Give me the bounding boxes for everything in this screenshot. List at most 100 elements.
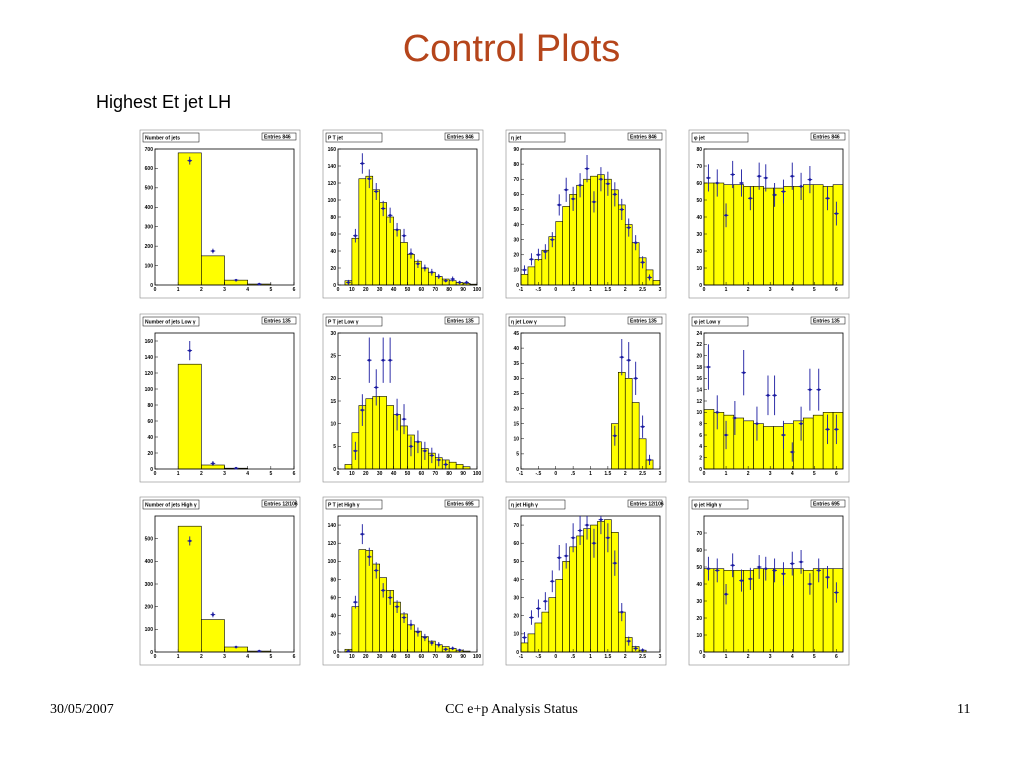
data-point: [256, 282, 262, 286]
y-tick-label: 100: [328, 559, 337, 565]
y-tick-label: 60: [696, 181, 702, 187]
y-tick-label: 15: [513, 421, 519, 427]
x-tick-label: 70: [433, 471, 439, 477]
histogram-bar: [723, 184, 735, 286]
data-point: [353, 228, 358, 243]
data-point: [834, 582, 839, 603]
x-tick-label: 5: [813, 654, 816, 660]
histogram-title: φ jet: [694, 136, 705, 142]
data-marker: [578, 183, 582, 187]
data-point: [825, 565, 830, 589]
data-point: [763, 556, 769, 581]
data-point: [563, 543, 569, 569]
histogram-bar: [344, 464, 353, 470]
y-tick-label: 40: [513, 577, 519, 583]
histogram-bar: [832, 568, 844, 653]
x-tick-label: 4: [791, 287, 794, 293]
y-tick-label: 100: [328, 198, 337, 204]
data-marker: [578, 529, 582, 532]
data-marker: [799, 560, 803, 564]
y-tick-label: 120: [145, 371, 154, 377]
y-tick-label: 140: [145, 355, 154, 361]
data-marker: [606, 182, 610, 186]
x-tick-label: 5: [269, 654, 272, 660]
data-marker: [724, 592, 728, 596]
data-marker: [564, 188, 568, 192]
x-tick-label: 0: [554, 287, 557, 293]
x-tick-label: -.5: [535, 654, 541, 660]
data-point: [789, 162, 795, 190]
y-tick-label: 0: [516, 650, 519, 656]
data-point: [529, 610, 534, 625]
data-marker: [641, 648, 644, 652]
data-marker: [416, 440, 420, 444]
stats-box: [444, 316, 480, 325]
histogram-bar: [520, 642, 529, 653]
stats-entries: Entries 846: [630, 134, 657, 140]
histogram-panel: P T jet Low γ Entries 135 0 5 10 15 20 25 30 0 10 2…: [322, 313, 484, 483]
data-point: [187, 536, 193, 546]
histogram-bar: [713, 568, 725, 653]
data-point: [732, 401, 738, 435]
data-marker: [234, 466, 238, 470]
data-marker: [361, 162, 364, 165]
x-tick-label: 5: [813, 287, 816, 293]
data-marker: [733, 416, 737, 420]
x-tick-label: 0: [337, 654, 340, 660]
x-tick-label: 1: [177, 287, 180, 293]
data-marker: [835, 212, 838, 215]
data-marker: [773, 193, 776, 197]
data-marker: [749, 577, 752, 581]
histogram-bar: [379, 396, 387, 470]
panel-frame: [139, 313, 301, 483]
histogram-title-box: [142, 499, 200, 510]
histogram-bar: [733, 184, 745, 286]
data-point: [522, 265, 527, 275]
data-point: [816, 368, 822, 411]
y-tick-label: 400: [145, 559, 154, 565]
x-tick-label: 6: [293, 471, 296, 477]
data-marker: [388, 214, 392, 217]
histogram-bar: [201, 619, 225, 653]
data-point: [714, 169, 720, 197]
data-marker: [423, 636, 427, 639]
y-tick-label: 0: [516, 467, 519, 473]
y-tick-label: 300: [145, 225, 154, 231]
data-point: [436, 642, 442, 648]
histogram-bar: [407, 254, 415, 286]
data-point: [210, 248, 216, 254]
data-point: [353, 595, 358, 609]
y-tick-label: 70: [513, 523, 519, 529]
histogram-bar: [358, 549, 367, 653]
histogram-bar: [562, 206, 570, 286]
data-marker: [749, 197, 752, 200]
y-tick-label: 160: [145, 339, 154, 345]
histogram-bar: [753, 186, 764, 286]
data-point: [626, 342, 632, 379]
x-tick-label: .5: [571, 471, 575, 477]
data-marker: [444, 279, 448, 283]
data-point: [748, 567, 753, 590]
data-point: [633, 361, 638, 395]
data-marker: [773, 394, 776, 397]
x-tick-label: 2: [200, 287, 203, 293]
data-marker: [388, 596, 392, 599]
x-tick-label: 1: [177, 471, 180, 477]
stats-box: [810, 316, 846, 325]
data-point: [714, 558, 720, 583]
histogram-bar: [733, 570, 745, 653]
data-point: [763, 164, 769, 192]
data-point: [807, 573, 813, 595]
histogram-title-box: [691, 132, 749, 143]
x-tick-label: 4: [791, 654, 794, 660]
x-tick-label: 3: [769, 654, 772, 660]
histogram-bar: [743, 420, 754, 470]
data-marker: [599, 177, 603, 181]
data-point: [422, 441, 428, 460]
histogram-bar: [638, 438, 647, 470]
data-point: [647, 274, 652, 281]
data-marker: [715, 569, 719, 572]
data-marker: [188, 159, 192, 162]
data-marker: [826, 197, 829, 200]
data-point: [584, 155, 590, 183]
